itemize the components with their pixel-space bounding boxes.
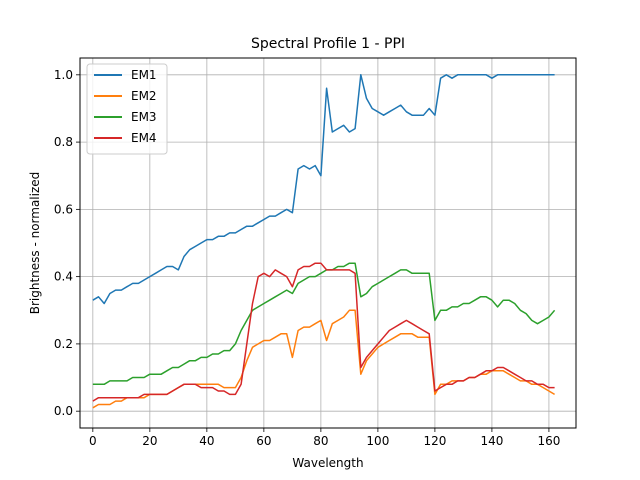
y-tick-label: 0.8 <box>54 135 73 149</box>
y-axis-label: Brightness - normalized <box>28 172 42 315</box>
series-line-em3 <box>92 262 556 386</box>
legend: EM1 EM2 EM3 EM4 <box>86 63 168 155</box>
legend-label-em1: EM1 <box>131 68 157 82</box>
series-line-em4 <box>92 262 555 402</box>
x-tick-label: 120 <box>423 434 446 448</box>
x-tick-label: 80 <box>313 434 328 448</box>
legend-label-em3: EM3 <box>131 110 157 124</box>
x-tick-label: 0 <box>89 434 97 448</box>
plot-frame <box>79 57 577 429</box>
legend-label-em2: EM2 <box>131 89 157 103</box>
y-tick-label: 0.4 <box>54 270 73 284</box>
x-axis-label: Wavelength <box>292 456 363 470</box>
x-tick-label: 40 <box>199 434 214 448</box>
chart-title: Spectral Profile 1 - PPI <box>251 36 405 52</box>
axis-ticks: 0 20 40 60 80 100 120 140 160 0.0 0.2 0.4 0.6 0.8 1.0 <box>54 68 560 448</box>
series-line-em1 <box>92 74 555 305</box>
y-tick-label: 0.6 <box>54 202 73 216</box>
legend-label-em4: EM4 <box>131 131 157 145</box>
legend-box <box>86 63 168 155</box>
series-lines <box>92 74 556 409</box>
x-tick-label: 140 <box>480 434 503 448</box>
y-tick-label: 0.2 <box>54 337 73 351</box>
y-tick-label: 1.0 <box>54 68 73 82</box>
x-tick-label: 160 <box>537 434 560 448</box>
x-tick-label: 20 <box>142 434 157 448</box>
grid <box>80 58 576 428</box>
x-tick-label: 100 <box>366 434 389 448</box>
y-tick-label: 0.0 <box>54 404 73 418</box>
x-tick-label: 60 <box>256 434 271 448</box>
